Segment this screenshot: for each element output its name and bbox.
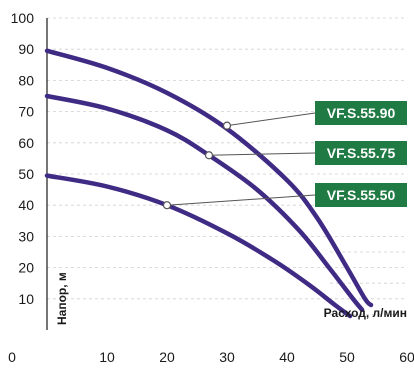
y-tick-label: 100 [11,10,35,26]
x-tick-label: 50 [339,349,355,365]
grid-lines [47,17,407,315]
tag-box-vf-s-55-75 [315,141,407,165]
leader-vf-s-55-90 [226,112,316,127]
y-tick-label: 70 [18,104,34,120]
leader-lines [162,112,316,210]
x-tick-label: 20 [159,349,175,365]
tag-label-vf-s-55-75: VF.S.55.75 [327,145,396,161]
series-curves [44,48,374,319]
leader-vf-s-55-50 [166,194,316,206]
x-tick-label: 60 [399,349,414,365]
x-tick-labels: 0 10 20 30 40 50 60 [8,349,414,365]
x-tick-label: 30 [219,349,235,365]
y-axis-label: Напор, м [55,272,69,325]
y-tick-label: 90 [18,41,34,57]
marker-vf-s-55-50 [162,201,172,210]
marker-vf-s-55-75 [204,151,214,160]
x-tick-label: 40 [279,349,295,365]
series-tags: VF.S.55.90 VF.S.55.75 VF.S.55.50 [315,101,407,207]
tag-label-vf-s-55-90: VF.S.55.90 [327,105,396,121]
x-tick-label: 0 [8,349,16,365]
leader-vf-s-55-75 [208,152,316,156]
tag-label-vf-s-55-50: VF.S.55.50 [327,187,396,203]
y-tick-labels: 10 20 30 40 50 60 70 80 90 100 [11,10,35,307]
y-tick-label: 20 [18,260,34,276]
y-tick-label: 40 [18,197,34,213]
marker-vf-s-55-90 [222,121,232,130]
y-tick-label: 10 [18,291,34,307]
y-tick-label: 80 [18,72,34,88]
x-axis-label: Расход, л/мин [324,306,407,320]
curve-vf-s-55-75 [44,93,365,312]
tag-box-vf-s-55-50 [315,183,407,207]
y-tick-label: 60 [18,135,34,151]
tag-box-vf-s-55-90 [315,101,407,125]
x-tick-label: 10 [99,349,115,365]
y-tick-label: 50 [18,166,34,182]
curve-vf-s-55-50 [44,173,353,319]
y-tick-label: 30 [18,228,34,244]
curve-vf-s-55-90 [44,48,374,308]
